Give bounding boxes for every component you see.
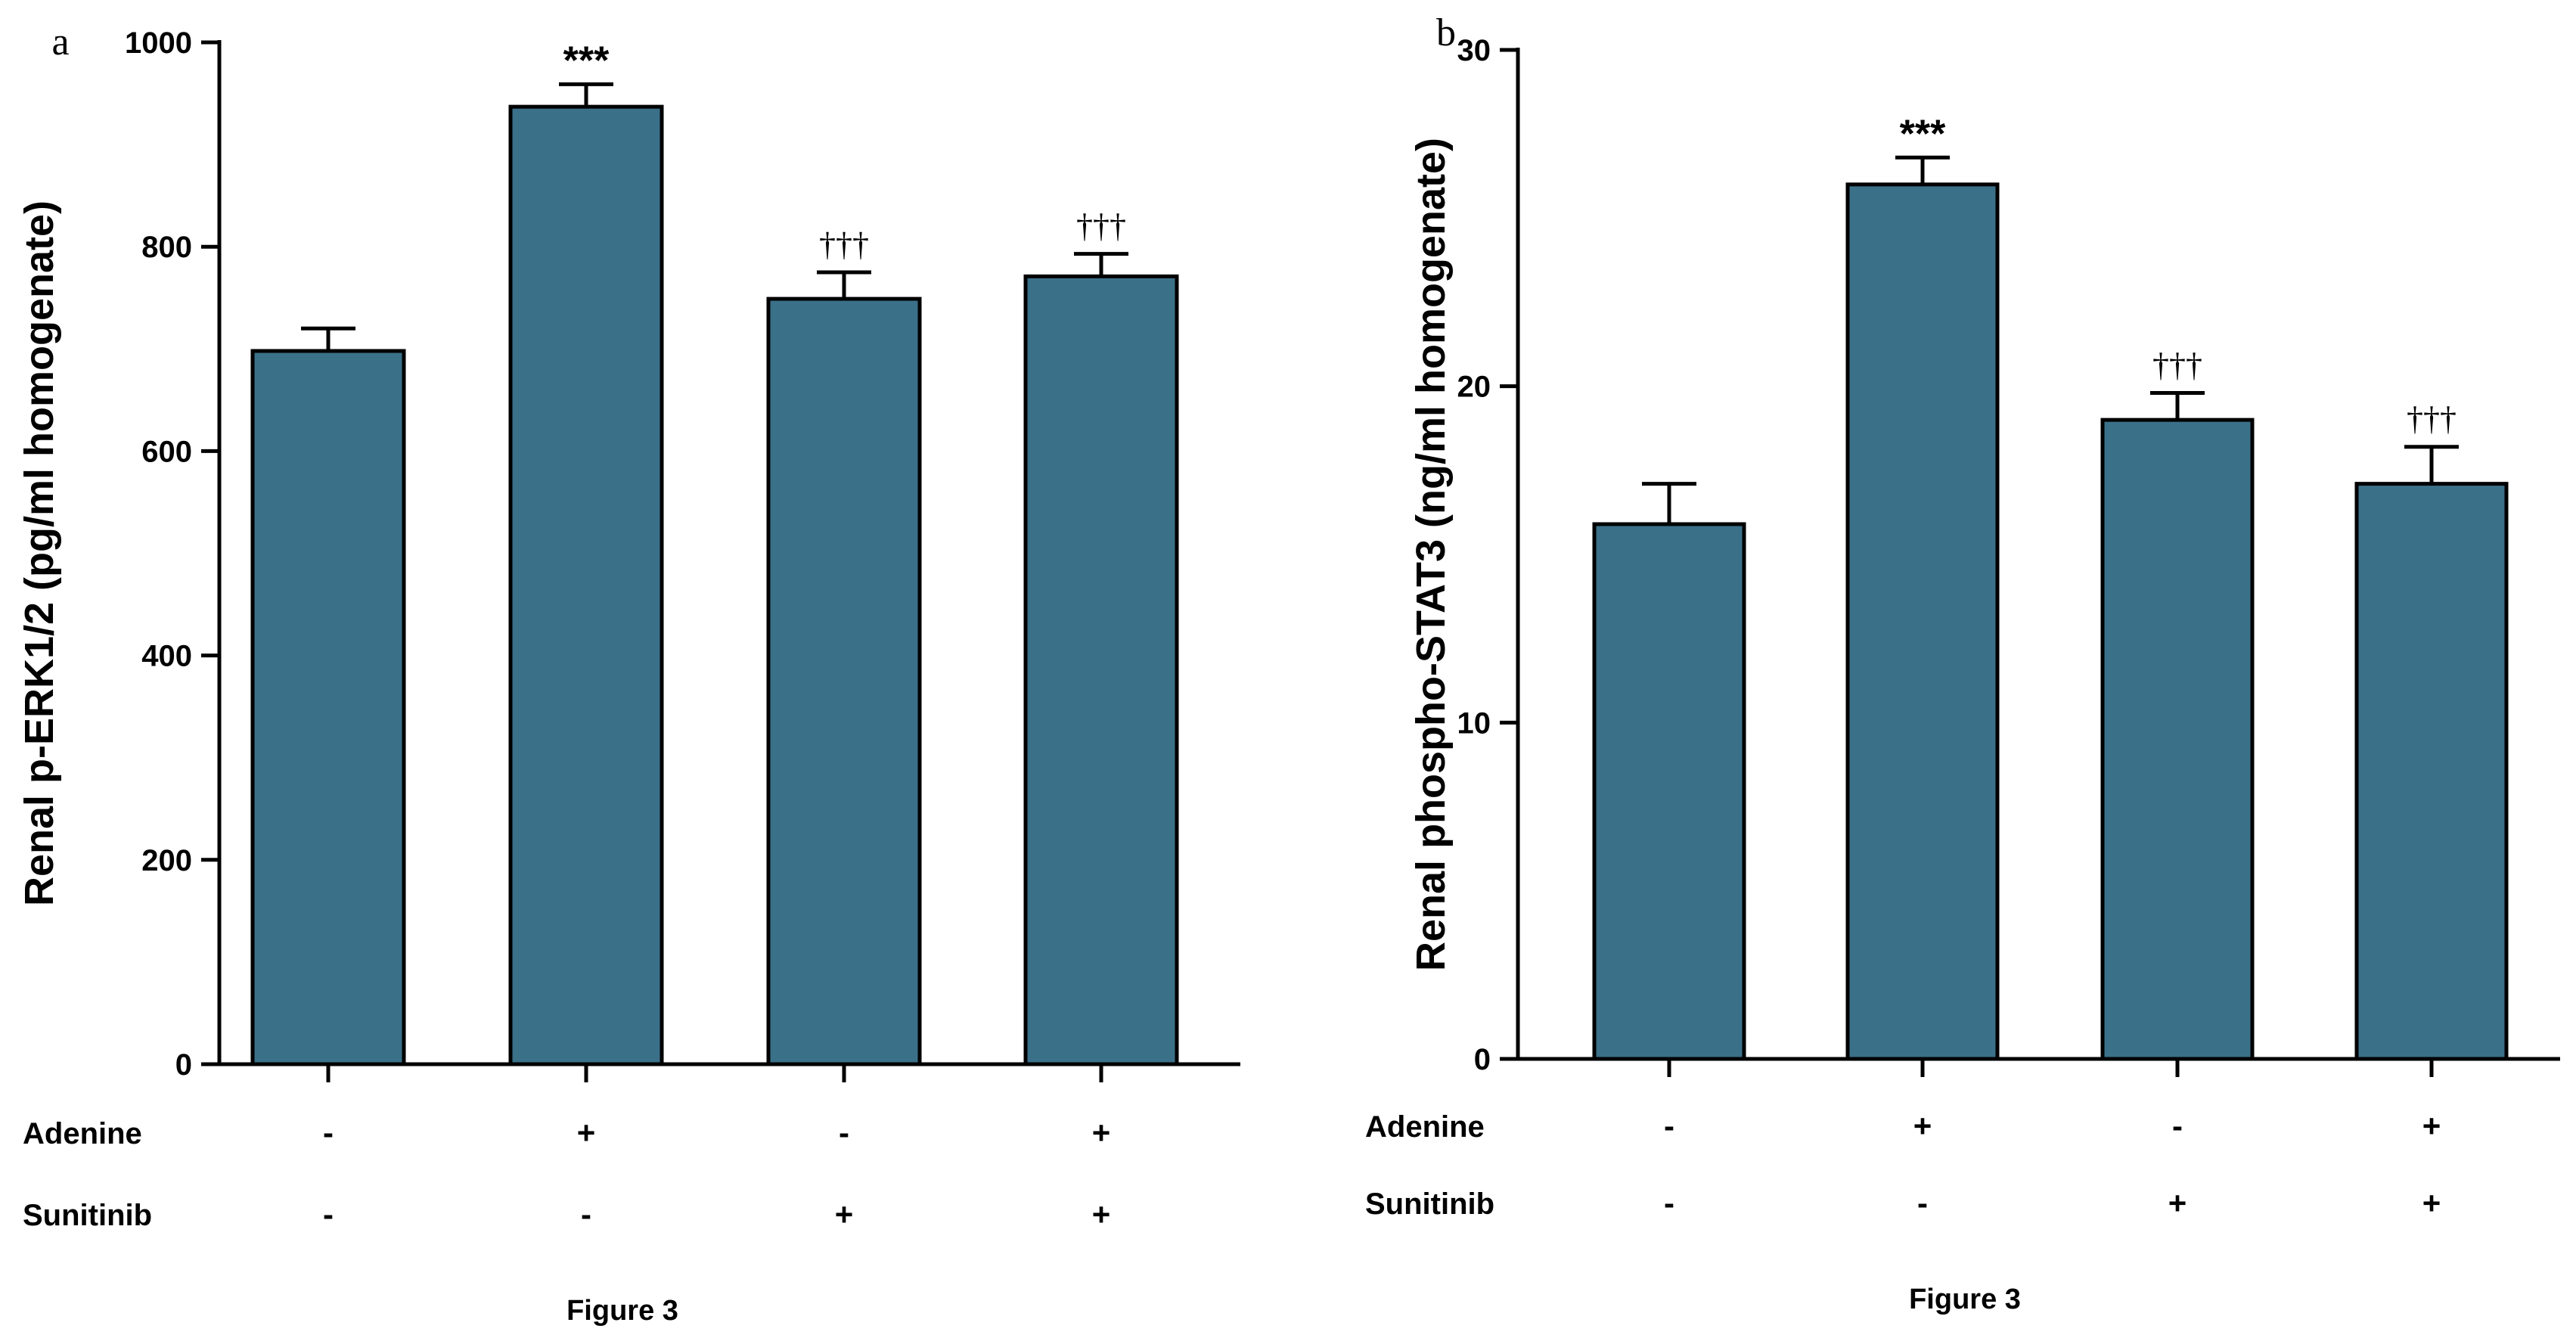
treatment-sign-a-adenine-2: + bbox=[577, 1115, 596, 1150]
treatment-sign-a-adenine-4: + bbox=[1092, 1115, 1111, 1150]
y-tick-label-a-400: 400 bbox=[141, 640, 192, 673]
row-label-b-sunitinib: Sunitinib bbox=[1365, 1187, 1494, 1221]
y-tick-label-a-1000: 1000 bbox=[125, 26, 192, 60]
treatment-sign-b-sunitinib-1: - bbox=[1664, 1185, 1674, 1221]
bar-a-3 bbox=[766, 296, 922, 1066]
treatment-sign-b-sunitinib-2: - bbox=[1917, 1185, 1928, 1221]
treatment-sign-b-sunitinib-3: + bbox=[2168, 1185, 2187, 1221]
bar-b-2 bbox=[1845, 182, 2000, 1061]
chart-panel-a: *** ††† ††† 0 200 400 600 800 1000 Renal p-ERK1/2… bbox=[17, 20, 1240, 1327]
significance-label-b-4: ††† bbox=[2407, 401, 2457, 438]
significance-label-b-2: *** bbox=[1900, 112, 1946, 156]
bar-a-1 bbox=[250, 349, 406, 1066]
treatment-sign-a-sunitinib-1: - bbox=[323, 1197, 334, 1232]
treatment-sign-a-sunitinib-4: + bbox=[1092, 1197, 1111, 1232]
significance-label-a-4: ††† bbox=[1076, 208, 1126, 245]
bar-b-4 bbox=[2354, 482, 2509, 1061]
panel-label-b: b bbox=[1436, 11, 1456, 54]
bar-b-1 bbox=[1592, 522, 1746, 1061]
y-tick-label-a-200: 200 bbox=[141, 844, 192, 877]
y-tick-label-a-0: 0 bbox=[175, 1048, 192, 1082]
treatment-sign-a-adenine-3: - bbox=[839, 1115, 849, 1150]
y-axis-label-a: Renal p-ERK1/2 (pg/ml homogenate) bbox=[17, 200, 62, 906]
figure-caption-a: Figure 3 bbox=[566, 1295, 678, 1327]
treatment-sign-a-adenine-1: - bbox=[323, 1115, 334, 1150]
y-tick-label-b-30: 30 bbox=[1457, 34, 1491, 67]
row-label-b-adenine: Adenine bbox=[1365, 1110, 1485, 1144]
significance-label-b-3: ††† bbox=[2152, 347, 2202, 384]
treatment-sign-b-adenine-1: - bbox=[1664, 1108, 1674, 1144]
treatment-sign-b-adenine-3: - bbox=[2172, 1108, 2183, 1144]
row-label-a-adenine: Adenine bbox=[23, 1117, 142, 1150]
significance-label-a-2: *** bbox=[563, 39, 610, 82]
bar-a-4 bbox=[1023, 274, 1179, 1066]
row-label-a-sunitinib: Sunitinib bbox=[23, 1199, 152, 1232]
treatment-sign-b-adenine-4: + bbox=[2422, 1108, 2441, 1144]
panel-label-a: a bbox=[51, 20, 69, 64]
bar-a-2 bbox=[508, 104, 664, 1066]
y-tick-label-a-600: 600 bbox=[141, 435, 192, 468]
figure-caption-b: Figure 3 bbox=[1909, 1284, 2021, 1315]
treatment-sign-b-adenine-2: + bbox=[1913, 1108, 1932, 1144]
treatment-sign-b-sunitinib-4: + bbox=[2422, 1185, 2441, 1221]
significance-label-a-3: ††† bbox=[819, 226, 869, 263]
chart-panel-b: *** ††† ††† 0 10 20 30 Renal phospho-STAT3 (ng/… bbox=[1365, 11, 2560, 1315]
y-tick-label-b-20: 20 bbox=[1457, 371, 1491, 404]
y-tick-label-b-0: 0 bbox=[1474, 1043, 1491, 1076]
y-tick-label-a-800: 800 bbox=[141, 231, 192, 264]
treatment-sign-a-sunitinib-2: - bbox=[581, 1197, 591, 1232]
bar-b-3 bbox=[2100, 418, 2255, 1061]
treatment-sign-a-sunitinib-3: + bbox=[835, 1197, 854, 1232]
y-tick-label-b-10: 10 bbox=[1457, 706, 1491, 740]
y-axis-label-b: Renal phospho-STAT3 (ng/ml homogenate) bbox=[1408, 138, 1454, 971]
